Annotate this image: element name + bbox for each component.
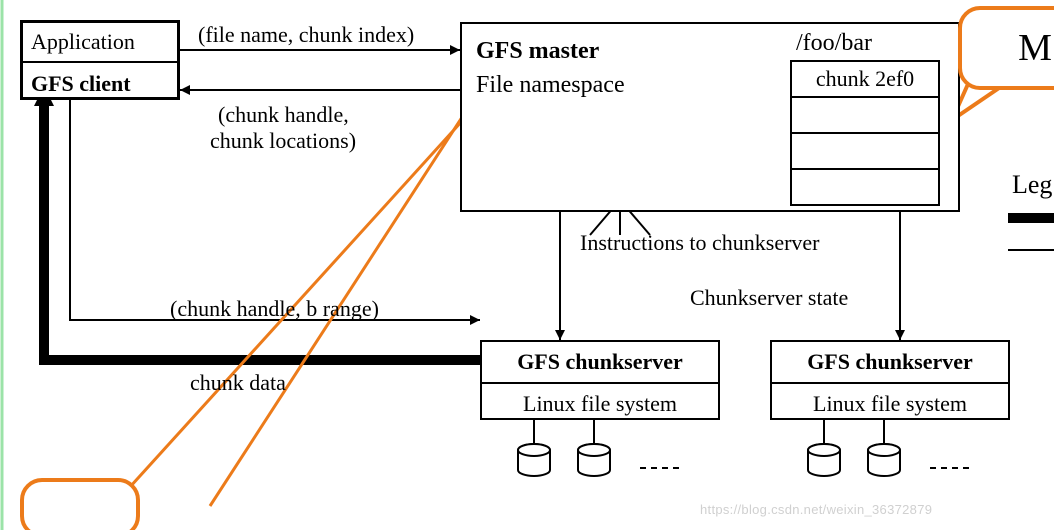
chunkserver-2-box: GFS chunkserverLinux file system <box>770 340 1010 420</box>
client-row-gfs_client: GFS client <box>23 63 177 105</box>
edge-label-response-2: chunk locations) <box>210 128 356 154</box>
path-label: /foo/bar <box>796 30 872 57</box>
chunkserver-row: GFS chunkserver <box>772 342 1008 384</box>
legend-title: Leg <box>1012 170 1052 200</box>
chunk-handle-cell <box>792 134 938 170</box>
callout-bottom-left <box>20 478 140 530</box>
callout-top-right: M <box>958 6 1054 90</box>
chunk-handle-cell <box>792 170 938 204</box>
watermark: https://blog.csdn.net/weixin_36372879 <box>700 502 932 517</box>
edge-label-request: (file name, chunk index) <box>198 22 414 48</box>
edge-label-state: Chunkserver state <box>690 285 848 311</box>
client-row-application: Application <box>23 23 177 63</box>
master-title: GFS master <box>476 38 599 65</box>
chunkserver-1-box: GFS chunkserverLinux file system <box>480 340 720 420</box>
chunkserver-row: Linux file system <box>482 384 718 424</box>
chunk-handle-cell <box>792 98 938 134</box>
callout-text: M <box>1018 26 1052 70</box>
edge-label-instructions: Instructions to chunkserver <box>580 230 820 256</box>
chunk-handle-cell: chunk 2ef0 <box>792 62 938 98</box>
edge-label-response-1: (chunk handle, <box>218 102 349 128</box>
edge-label-chunk-data: chunk data <box>190 370 286 396</box>
edge-label-chunk-req: (chunk handle, b range) <box>170 296 379 322</box>
chunkserver-row: GFS chunkserver <box>482 342 718 384</box>
chunkserver-row: Linux file system <box>772 384 1008 424</box>
master-subtitle: File namespace <box>476 72 625 99</box>
chunk-handle-table: chunk 2ef0 <box>790 60 940 206</box>
client-box: ApplicationGFS client <box>20 20 180 100</box>
